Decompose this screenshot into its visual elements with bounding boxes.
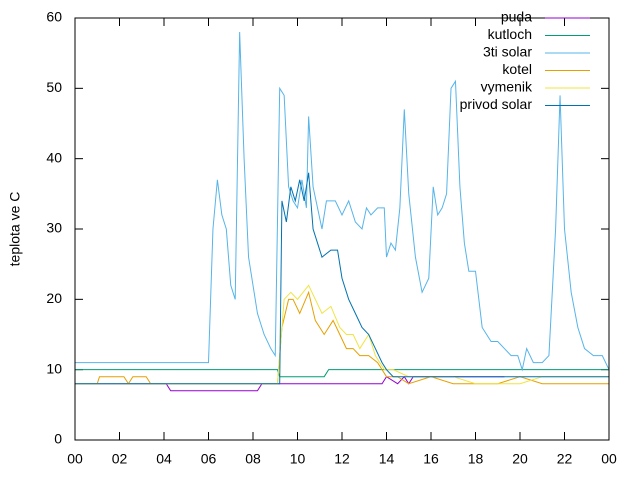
y-tick-label: 20 [46,290,62,306]
data-line [75,284,609,385]
x-tick-label: 14 [379,451,395,467]
data-line [75,375,505,392]
legend-label: 3ti solar [483,44,532,60]
x-tick-label: 18 [468,451,484,467]
y-tick-label: 40 [46,149,62,165]
y-axis-label: teplota ve C [7,192,23,267]
y-tick-label: 0 [54,431,62,447]
x-tick-label: 06 [201,451,217,467]
x-tick-label: 04 [156,451,172,467]
legend-label: kutloch [488,26,532,42]
legend-label: vymenik [481,79,533,95]
data-line [75,369,609,378]
x-tick-label: 20 [512,451,528,467]
x-tick-label: 00 [601,451,617,467]
x-tick-label: 08 [245,451,261,467]
data-line [75,32,610,372]
x-tick-label: 02 [112,451,128,467]
y-tick-label: 10 [46,360,62,376]
y-tick-label: 60 [46,9,62,25]
x-tick-label: 22 [557,451,573,467]
y-tick-label: 50 [46,79,62,95]
x-tick-label: 12 [334,451,350,467]
legend-label: puda [501,9,532,25]
y-tick-label: 30 [46,220,62,236]
x-tick-label: 00 [67,451,83,467]
plot-border [74,17,610,441]
data-line [75,172,609,385]
data-line [75,290,609,385]
x-tick-label: 10 [290,451,306,467]
legend-label: privod solar [460,96,533,112]
legend-label: kotel [502,61,532,77]
x-tick-label: 16 [423,451,439,467]
